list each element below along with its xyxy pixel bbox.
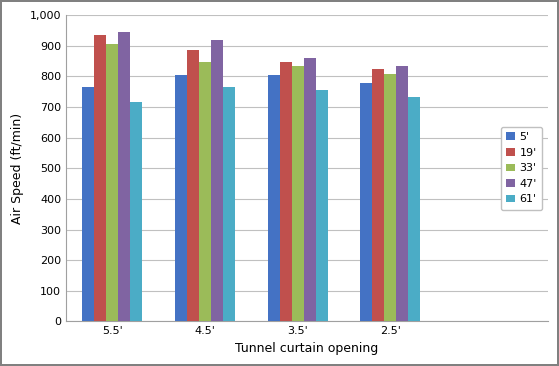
Bar [372,69,385,321]
Bar [106,44,119,321]
Bar [385,74,396,321]
X-axis label: Tunnel curtain opening: Tunnel curtain opening [235,342,378,355]
Bar [223,87,235,321]
Bar [119,32,130,321]
Bar [280,62,292,321]
Bar [199,62,211,321]
Bar [211,40,223,321]
Bar [304,58,316,321]
Bar [360,82,372,321]
Bar [292,66,304,321]
Bar [187,51,199,321]
Bar [409,97,420,321]
Y-axis label: Air Speed (ft/min): Air Speed (ft/min) [11,113,24,224]
Bar [396,66,409,321]
Bar [268,75,280,321]
Bar [316,90,328,321]
Bar [130,101,143,321]
Bar [175,75,187,321]
Bar [94,35,106,321]
Legend: 5', 19', 33', 47', 61': 5', 19', 33', 47', 61' [500,127,542,210]
Bar [82,87,94,321]
